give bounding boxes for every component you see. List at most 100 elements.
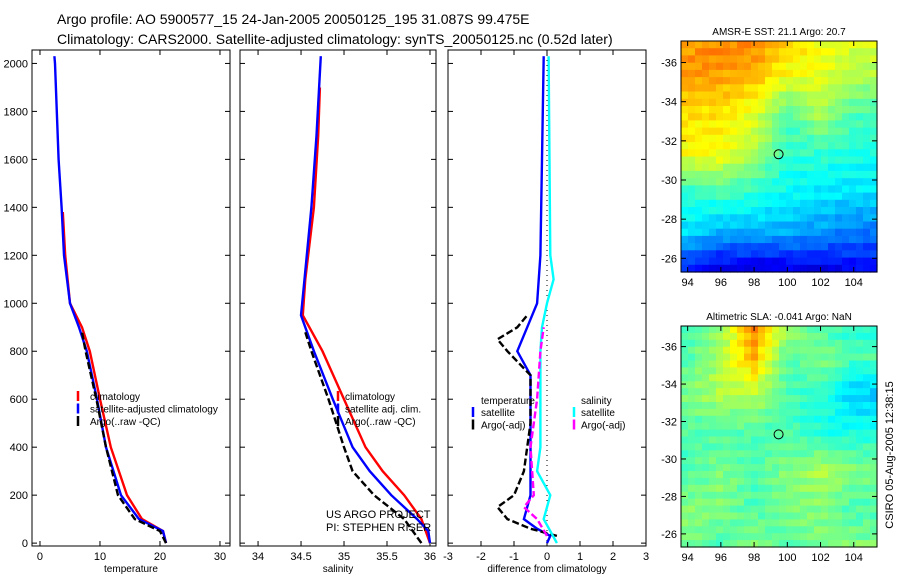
heatmap-cell bbox=[695, 498, 703, 507]
heatmap-cell bbox=[737, 221, 745, 230]
plot-frame bbox=[31, 49, 231, 547]
heatmap-cell bbox=[849, 221, 857, 230]
legend-label: climatology bbox=[90, 392, 140, 403]
heatmap-cell bbox=[800, 192, 808, 201]
heatmap-cell bbox=[688, 346, 696, 355]
heatmap-cell bbox=[800, 491, 808, 500]
heatmap-cell bbox=[723, 395, 731, 403]
heatmap-cell bbox=[772, 339, 780, 348]
heatmap-cell bbox=[807, 41, 815, 49]
heatmap-cell bbox=[800, 519, 808, 527]
heatmap-cell bbox=[772, 353, 780, 362]
heatmap-cell bbox=[807, 505, 815, 514]
heatmap-cell bbox=[702, 228, 710, 237]
heatmap-cell bbox=[849, 98, 857, 107]
heatmap-cell bbox=[835, 353, 843, 362]
heatmap-cell bbox=[856, 395, 864, 403]
heatmap-cell bbox=[807, 512, 815, 520]
heatmap-cell bbox=[702, 77, 710, 85]
heatmap-cell bbox=[835, 540, 843, 548]
heatmap-cell bbox=[849, 55, 857, 64]
heatmap-cell bbox=[723, 436, 731, 444]
heatmap-cell bbox=[821, 163, 829, 172]
heatmap-cell bbox=[744, 228, 752, 237]
heatmap-cell bbox=[681, 163, 689, 172]
heatmap-cell bbox=[688, 339, 696, 348]
heatmap-cell bbox=[807, 91, 815, 100]
heatmap-cell bbox=[709, 207, 717, 215]
heatmap-cell bbox=[814, 443, 822, 451]
heatmap-cell bbox=[751, 264, 759, 273]
heatmap-cell bbox=[688, 408, 696, 417]
heatmap-cell bbox=[863, 484, 871, 493]
heatmap-cell bbox=[772, 62, 780, 71]
heatmap-cell bbox=[758, 498, 766, 507]
heatmap-cell bbox=[751, 69, 759, 78]
heatmap-cell bbox=[702, 106, 710, 114]
heatmap-cell bbox=[870, 477, 878, 486]
series-line-temperature-argo-adj- bbox=[495, 314, 558, 538]
heatmap-cell bbox=[695, 243, 703, 251]
heatmap-cell bbox=[786, 62, 794, 71]
heatmap-cell bbox=[730, 367, 738, 375]
heatmap-cell bbox=[681, 360, 689, 368]
heatmap-cell bbox=[856, 450, 864, 458]
heatmap-cell bbox=[737, 120, 745, 129]
heatmap-cell bbox=[849, 450, 857, 458]
heatmap-cell bbox=[737, 339, 745, 348]
heatmap-cell bbox=[779, 402, 787, 410]
heatmap-cell bbox=[849, 443, 857, 451]
heatmap-cell bbox=[821, 415, 829, 424]
heatmap-cell bbox=[863, 149, 871, 158]
heatmap-cell bbox=[786, 69, 794, 78]
heatmap-cell bbox=[772, 491, 780, 500]
heatmap-cell bbox=[828, 360, 836, 368]
heatmap-cell bbox=[821, 395, 829, 403]
heatmap-cell bbox=[793, 326, 801, 334]
heatmap-cell bbox=[800, 402, 808, 410]
heatmap-cell bbox=[800, 326, 808, 334]
heatmap-cell bbox=[821, 221, 829, 230]
heatmap-cell bbox=[744, 339, 752, 348]
heatmap-cell bbox=[737, 48, 745, 56]
heatmap-cell bbox=[723, 243, 731, 251]
heatmap-cell bbox=[814, 484, 822, 493]
heatmap-cell bbox=[709, 415, 717, 424]
heatmap-cell bbox=[842, 228, 850, 237]
heatmap-cell bbox=[779, 98, 787, 107]
heatmap-cell bbox=[800, 353, 808, 362]
heatmap-cell bbox=[863, 471, 871, 479]
heatmap-cell bbox=[751, 91, 759, 100]
heatmap-cell bbox=[821, 512, 829, 520]
heatmap-cell bbox=[821, 332, 829, 341]
heatmap-cell bbox=[779, 436, 787, 444]
heatmap-cell bbox=[681, 443, 689, 451]
heatmap-cell bbox=[786, 113, 794, 121]
heatmap-cell bbox=[800, 84, 808, 93]
heatmap-cell bbox=[681, 235, 689, 244]
heatmap-cell bbox=[730, 192, 738, 201]
series-line-satellite-adj-clim- bbox=[299, 56, 432, 544]
heatmap-cell bbox=[870, 519, 878, 527]
heatmap-cell bbox=[744, 84, 752, 93]
heatmap-cell bbox=[856, 526, 864, 534]
heatmap-cell bbox=[821, 526, 829, 534]
heatmap-cell bbox=[849, 163, 857, 172]
heatmap-cell bbox=[793, 84, 801, 93]
heatmap-cell bbox=[870, 512, 878, 520]
heatmap-cell bbox=[723, 471, 731, 479]
heatmap-cell bbox=[730, 491, 738, 500]
heatmap-cell bbox=[709, 214, 717, 223]
heatmap-cell bbox=[681, 457, 689, 465]
heatmap-cell bbox=[716, 477, 724, 486]
heatmap-cell bbox=[849, 484, 857, 493]
heatmap-cell bbox=[744, 360, 752, 368]
heatmap-cell bbox=[737, 91, 745, 100]
heatmap-cell bbox=[709, 178, 717, 186]
heatmap-cell bbox=[772, 55, 780, 64]
heatmap-cell bbox=[779, 395, 787, 403]
heatmap-cell bbox=[821, 491, 829, 500]
heatmap-cell bbox=[744, 457, 752, 465]
heatmap-cell bbox=[821, 498, 829, 507]
heatmap-cell bbox=[695, 429, 703, 438]
